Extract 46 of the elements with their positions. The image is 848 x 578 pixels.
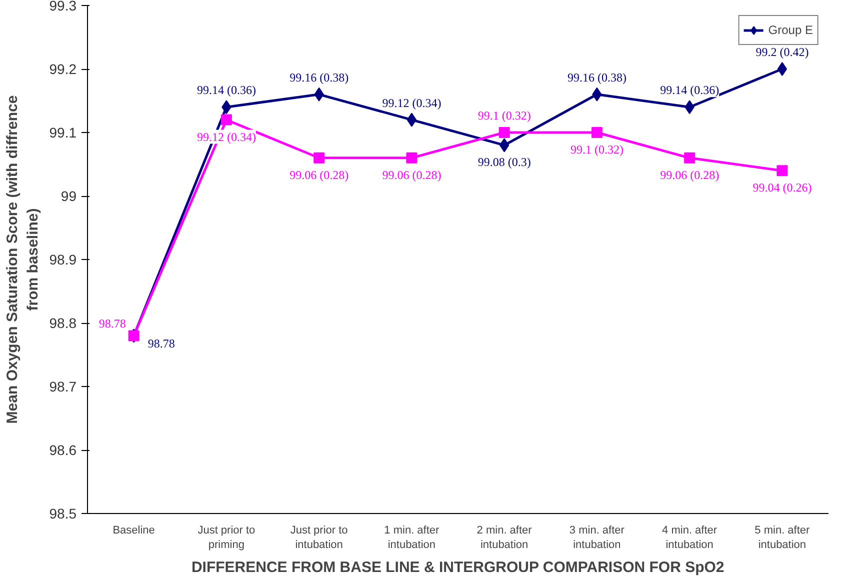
- point: [499, 138, 510, 152]
- y-tick-label: 98.8: [49, 315, 77, 331]
- point: [684, 152, 696, 164]
- data-label: 98.78: [148, 336, 175, 351]
- point: [498, 127, 510, 138]
- x-tick-label: Baseline: [112, 524, 155, 536]
- data-label: 99.14 (0.36): [196, 83, 256, 98]
- y-tick-label: 99.1: [49, 124, 77, 140]
- y-axis-title: Mean Oxygen Saturation Score (with diffrence from baseline): [4, 95, 42, 424]
- point: [314, 152, 325, 164]
- x-tick-label: 4 min. after intubation: [662, 524, 718, 551]
- y-tick-label: 98.5: [49, 506, 77, 522]
- data-label: 98.78: [98, 316, 126, 331]
- data-label: 99.1 (0.32): [570, 142, 624, 156]
- x-tick-label: 5 min. after intubation: [754, 524, 810, 551]
- x-tick-label: Just prior to priming: [198, 524, 256, 551]
- point: [220, 114, 232, 126]
- point: [776, 165, 788, 176]
- data-label: 99.08 (0.3): [478, 155, 531, 170]
- y-tick-label: 99.2: [49, 61, 77, 77]
- x-tick-label: 2 min. after intubation: [476, 524, 532, 551]
- data-label: 99.06 (0.28): [382, 168, 442, 182]
- data-label: 99.12 (0.34): [196, 130, 256, 144]
- x-axis-title: DIFFERENCE FROM BASE LINE & INTERGROUP COMPARISON FOR SpO2: [191, 558, 724, 576]
- data-label: 99.16 (0.38): [290, 70, 349, 84]
- data-label: 99.04 (0.26): [752, 180, 812, 195]
- data-label: 99.16 (0.38): [567, 70, 626, 84]
- data-label: 99.12 (0.34): [382, 96, 442, 110]
- point: [406, 112, 417, 127]
- x-tick-label: Just prior to intubation: [290, 524, 348, 551]
- x-tick-label: 1 min. after intubation: [384, 524, 440, 551]
- y-tick-label: 98.7: [49, 378, 77, 394]
- data-label: 99.1 (0.32): [478, 108, 531, 122]
- y-tick-label: 99.3: [49, 0, 77, 14]
- y-tick-label: 98.6: [49, 442, 77, 458]
- data-label: 99.14 (0.36): [660, 83, 720, 98]
- data-label: 99.06 (0.28): [290, 168, 349, 182]
- data-label: 99.2 (0.42): [756, 45, 809, 59]
- legend-label: Group E: [768, 23, 813, 37]
- point: [591, 127, 602, 138]
- y-tick-label: 99: [60, 188, 77, 204]
- y-tick-label: 98.9: [49, 252, 77, 268]
- point: [777, 62, 788, 76]
- x-tick-label: 3 min. after intubation: [569, 524, 625, 551]
- point: [406, 152, 418, 164]
- data-label: 99.06 (0.28): [660, 168, 720, 182]
